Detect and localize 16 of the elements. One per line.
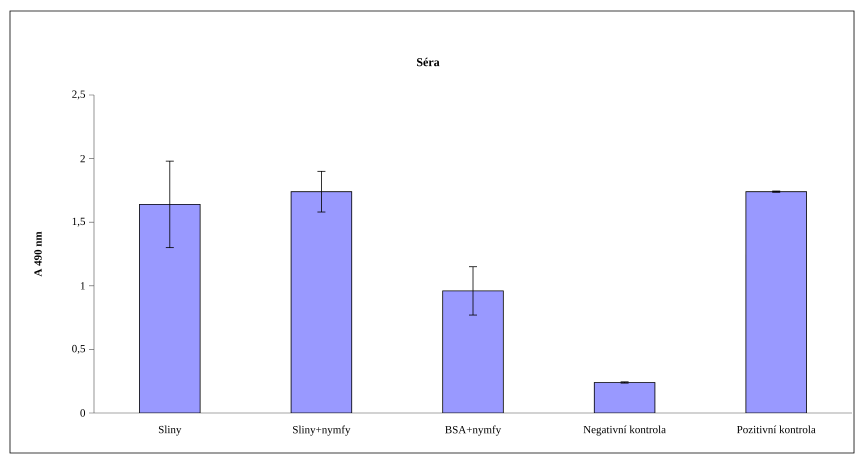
y-tick-label: 0,5 [72,344,86,354]
x-tick-label: Negativní kontrola [584,426,666,436]
x-tick-label: Pozitivní kontrola [736,426,816,434]
x-tick-label: BSA+nymfy [445,426,502,436]
y-tick-label: 1,5 [72,218,86,227]
y-axis-title: A 490 nm [34,232,42,276]
x-tick-label: Sliny [158,426,182,436]
x-tick-label: Sliny+nymfy [293,426,350,436]
bar [290,191,352,413]
y-tick-label: 1 [80,282,85,290]
chart-title: Séra [416,58,440,66]
bar [594,382,656,413]
y-tick-label: 2 [80,154,85,162]
bar [745,191,807,413]
y-tick-label: 0 [80,409,86,417]
y-tick-label: 2,5 [72,90,86,100]
